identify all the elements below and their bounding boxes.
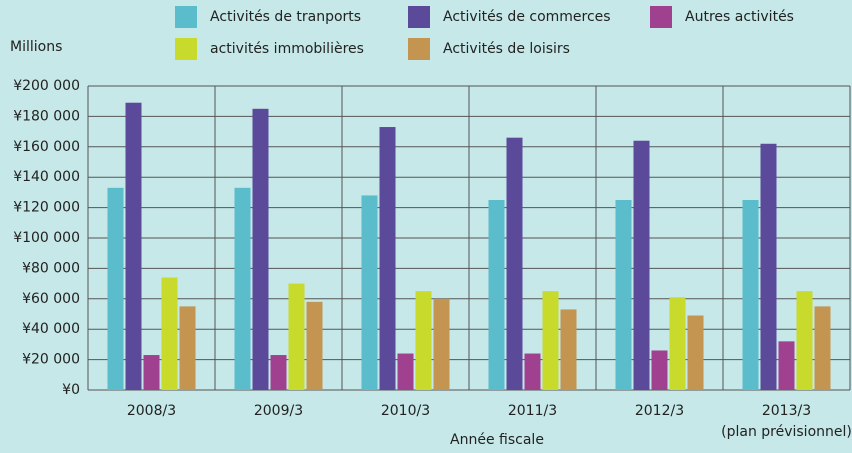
x-tick-label: 2009/3 <box>254 403 303 419</box>
bar <box>506 137 523 390</box>
legend-label: Activités de loisirs <box>443 41 570 57</box>
y-tick-label: ¥0 <box>62 382 80 398</box>
bar <box>252 108 269 391</box>
x-axis-label: Année fiscale <box>450 432 544 448</box>
legend-label: Activités de commerces <box>443 9 611 25</box>
bar <box>742 200 759 390</box>
bar <box>397 353 414 390</box>
bar <box>143 355 160 390</box>
legend-swatch <box>175 6 197 28</box>
bar <box>179 306 196 390</box>
y-tick-label: ¥140 000 <box>13 169 80 185</box>
bar <box>651 350 668 390</box>
category-note: (plan prévisionnel) <box>721 424 852 440</box>
bar <box>633 140 650 390</box>
x-tick-label: 2012/3 <box>635 403 684 419</box>
bar <box>760 143 777 390</box>
x-tick-label: 2010/3 <box>381 403 430 419</box>
legend-swatch <box>408 38 430 60</box>
bar <box>615 200 632 390</box>
legend-swatch <box>408 6 430 28</box>
bar <box>560 309 577 390</box>
legend-swatch <box>175 38 197 60</box>
y-axis-label: Millions <box>10 39 62 55</box>
bar <box>796 291 813 390</box>
legend-swatch <box>650 6 672 28</box>
bar <box>379 127 396 390</box>
bar <box>270 355 287 390</box>
bar <box>433 298 450 390</box>
bar <box>107 187 124 390</box>
x-tick-label: 2011/3 <box>508 403 557 419</box>
bar <box>415 291 432 390</box>
bar <box>488 200 505 390</box>
legend-label: activités immobilières <box>210 41 364 57</box>
bar <box>524 353 541 390</box>
y-tick-label: ¥180 000 <box>13 108 80 124</box>
y-tick-label: ¥20 000 <box>22 352 80 368</box>
y-tick-label: ¥200 000 <box>13 78 80 94</box>
bar <box>306 301 323 390</box>
y-tick-label: ¥80 000 <box>22 260 80 276</box>
y-tick-label: ¥40 000 <box>22 321 80 337</box>
bar <box>542 291 559 390</box>
bar <box>125 102 142 390</box>
bar <box>669 297 686 390</box>
bar <box>361 195 378 390</box>
bar <box>687 315 704 390</box>
x-tick-label: 2013/3 <box>762 403 811 419</box>
bar <box>814 306 831 390</box>
x-tick-label: 2008/3 <box>127 403 176 419</box>
y-tick-label: ¥60 000 <box>22 291 80 307</box>
y-tick-label: ¥120 000 <box>13 200 80 216</box>
bar <box>288 283 305 390</box>
bar <box>161 277 178 390</box>
legend-label: Autres activités <box>685 9 794 25</box>
legend-label: Activités de tranports <box>210 9 361 25</box>
y-tick-label: ¥100 000 <box>13 230 80 246</box>
y-tick-label: ¥160 000 <box>13 139 80 155</box>
bar <box>778 341 795 390</box>
bar <box>234 187 251 390</box>
